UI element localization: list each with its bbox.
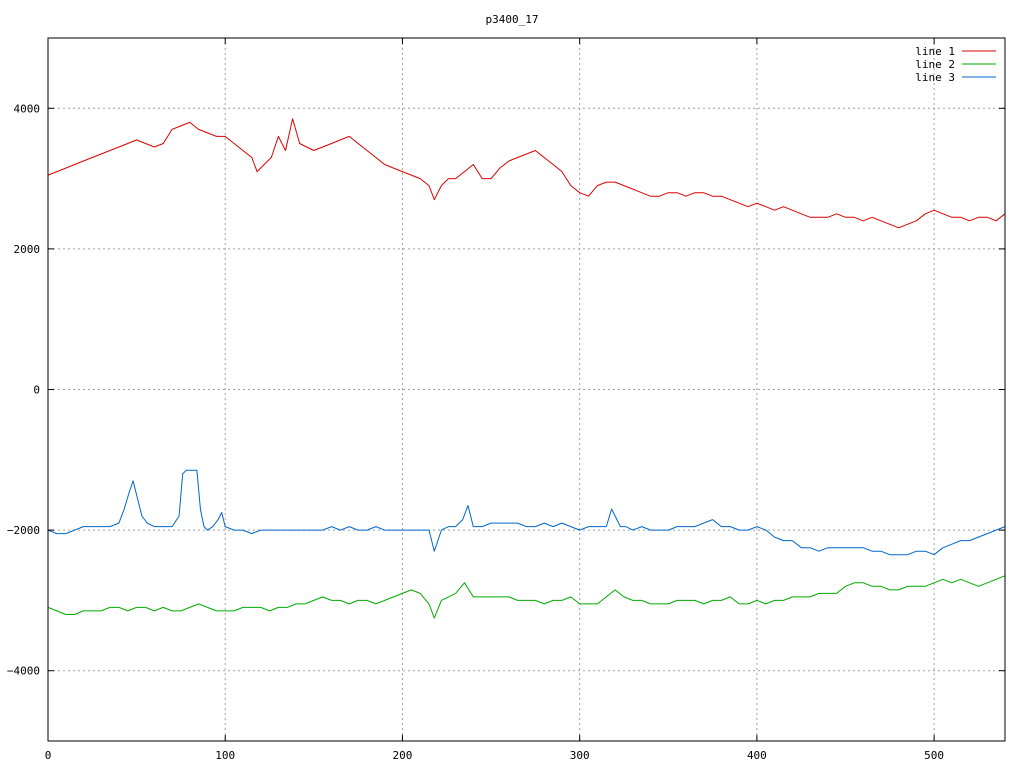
x-tick-label: 400 [747,749,767,762]
y-tick-label: −2000 [7,524,40,537]
x-tick-label: 100 [215,749,235,762]
x-tick-label: 200 [393,749,413,762]
x-tick-label: 0 [45,749,52,762]
legend-label: line 1 [915,45,955,58]
y-tick-label: 0 [33,384,40,397]
x-tick-label: 500 [924,749,944,762]
series-layer [47,118,1006,619]
series-line-3 [47,469,1006,556]
y-tick-label: 2000 [14,243,41,256]
x-tick-label: 300 [570,749,590,762]
axis-ticks: 0 100 200 300 400 500 −4000 −2000 0 2000 4000 [7,38,1005,762]
plot-frame [47,37,1006,742]
legend-label: line 2 [915,58,955,71]
legend-label: line 3 [915,71,955,84]
grid-lines [48,38,1005,741]
series-line-1 [47,118,1006,229]
series-line-2 [47,575,1006,619]
chart-title: p3400_17 [486,13,539,26]
y-tick-label: −4000 [7,665,40,678]
y-tick-label: 4000 [14,102,41,115]
